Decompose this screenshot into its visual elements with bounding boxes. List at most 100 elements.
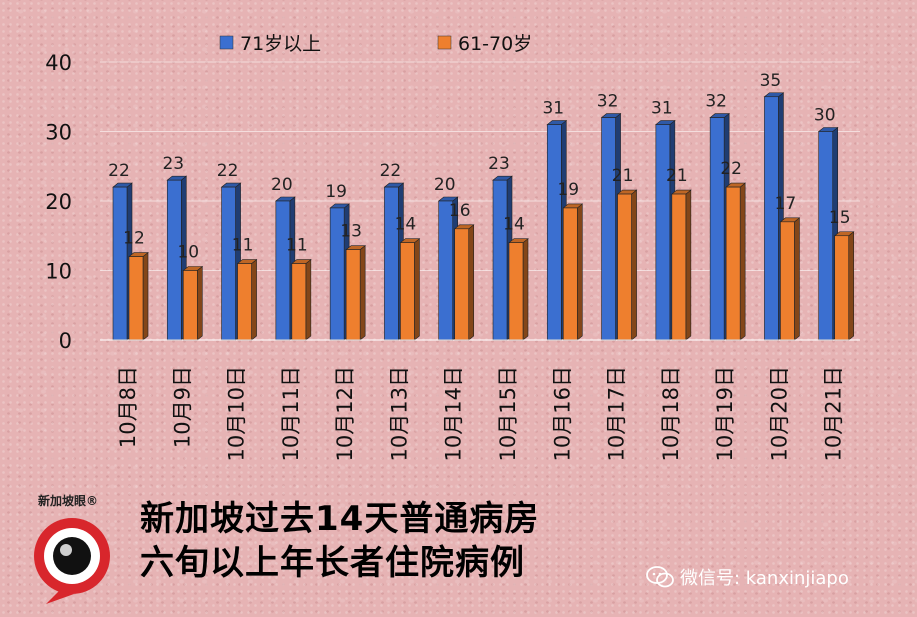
brand-name: 新加坡眼® <box>38 494 99 508</box>
bar-61-70 <box>725 186 741 341</box>
bar-61-70 <box>291 263 307 341</box>
wechat-id: 微信号: kanxinjiapo <box>646 562 849 592</box>
x-tick-label: 10月14日 <box>442 366 466 461</box>
bar-71-plus <box>709 117 725 341</box>
bar-61-70 <box>617 193 632 341</box>
data-label: 31 <box>542 99 564 119</box>
data-label: 23 <box>162 154 184 174</box>
data-label: 16 <box>449 201 471 221</box>
data-label: 22 <box>108 161 130 181</box>
bar-side <box>848 231 855 341</box>
bar-chart: 0 10 20 30 40 71岁以上 61-70岁 22 12 10月8日 23 10 10月9日 22… <box>45 33 860 461</box>
bar-71-plus <box>384 186 399 341</box>
bar-side <box>522 238 529 341</box>
data-label: 14 <box>395 215 417 235</box>
bar-side <box>359 245 366 341</box>
data-label: 10 <box>177 243 199 263</box>
bar-71-plus <box>655 124 671 341</box>
bar-side <box>251 258 257 341</box>
x-tick-label: 10月11日 <box>279 366 303 461</box>
data-label: 12 <box>123 229 145 249</box>
x-tick-label: 10月12日 <box>333 366 357 461</box>
bar-61-70 <box>562 207 578 341</box>
caption-line-1: 新加坡过去14天普通病房 <box>140 499 540 539</box>
x-tick-label: 10月20日 <box>767 366 791 461</box>
data-label: 20 <box>434 175 456 195</box>
bar-61-70 <box>237 263 252 341</box>
data-label: 20 <box>271 175 293 195</box>
x-tick-label: 10月10日 <box>225 366 249 461</box>
x-tick-label: 10月8日 <box>116 366 140 448</box>
data-label: 21 <box>612 166 634 186</box>
bar-71-plus <box>818 131 834 341</box>
data-label: 31 <box>651 99 673 119</box>
legend-label: 71岁以上 <box>240 33 321 55</box>
data-label: 15 <box>829 208 851 228</box>
x-tick-label: 10月13日 <box>387 366 411 461</box>
bar-side <box>631 189 637 341</box>
wechat-icon <box>646 566 674 588</box>
x-tick-label: 10月19日 <box>713 366 737 461</box>
data-label: 19 <box>557 180 579 200</box>
y-tick-label: 20 <box>45 190 72 214</box>
bar-side <box>196 265 203 341</box>
data-label: 22 <box>217 161 239 181</box>
bar-61-70 <box>671 193 687 341</box>
data-label: 32 <box>597 92 619 112</box>
bar-71-plus <box>492 179 508 341</box>
brand-logo-block: 新加坡眼® <box>30 492 120 607</box>
bar-side <box>576 203 583 341</box>
data-label: 13 <box>340 222 362 242</box>
bar-side <box>739 182 746 341</box>
bar-61-70 <box>345 249 361 341</box>
bar-71-plus <box>221 186 236 341</box>
data-label: 19 <box>325 182 347 202</box>
data-label: 22 <box>720 159 742 179</box>
data-label: 14 <box>503 215 525 235</box>
x-tick-label: 10月21日 <box>822 366 846 461</box>
bar-71-plus <box>601 117 616 341</box>
bar-61-70 <box>182 270 198 341</box>
caption-line-2: 六旬以上年长者住院病例 <box>140 543 525 583</box>
legend-label: 61-70岁 <box>458 33 532 55</box>
x-tick-label: 10月9日 <box>170 366 194 448</box>
x-tick-label: 10月18日 <box>659 366 683 461</box>
bar-71-plus <box>112 186 128 341</box>
x-tick-label: 10月17日 <box>605 366 629 461</box>
data-label: 11 <box>286 236 308 256</box>
bar-61-70 <box>128 256 144 341</box>
data-label: 11 <box>232 236 254 256</box>
data-label: 32 <box>705 92 727 112</box>
bar-61-70 <box>454 228 470 341</box>
bar-71-plus <box>546 124 562 341</box>
x-tick-label: 10月15日 <box>496 366 520 461</box>
bar-61-70 <box>508 242 524 341</box>
bar-61-70 <box>834 235 850 341</box>
y-tick-label: 40 <box>45 51 72 75</box>
data-label: 21 <box>666 166 688 186</box>
y-tick-label: 30 <box>45 121 72 145</box>
data-label: 22 <box>380 161 402 181</box>
bar-side <box>305 258 312 341</box>
x-tick-label: 10月16日 <box>550 366 574 461</box>
bar-side <box>468 224 475 341</box>
chart-caption: 新加坡过去14天普通病房 六旬以上年长者住院病例 <box>140 497 539 585</box>
legend-swatch <box>219 35 234 50</box>
data-label: 23 <box>488 154 510 174</box>
bar-side <box>794 217 800 341</box>
bar-61-70 <box>780 221 795 341</box>
wechat-label: 微信号: kanxinjiapo <box>680 568 849 589</box>
bar-71-plus <box>764 96 779 341</box>
bar-side <box>414 238 420 341</box>
legend-swatch <box>437 35 452 50</box>
bar-61-70 <box>400 242 415 341</box>
data-label: 35 <box>760 71 782 91</box>
data-label: 17 <box>775 194 797 214</box>
y-tick-label: 10 <box>45 260 72 284</box>
y-tick-label: 0 <box>59 329 72 353</box>
bar-71-plus <box>438 200 454 341</box>
bar-side <box>685 189 692 341</box>
bar-side <box>142 251 149 341</box>
eye-logo-icon <box>34 518 110 604</box>
data-label: 30 <box>814 106 836 126</box>
